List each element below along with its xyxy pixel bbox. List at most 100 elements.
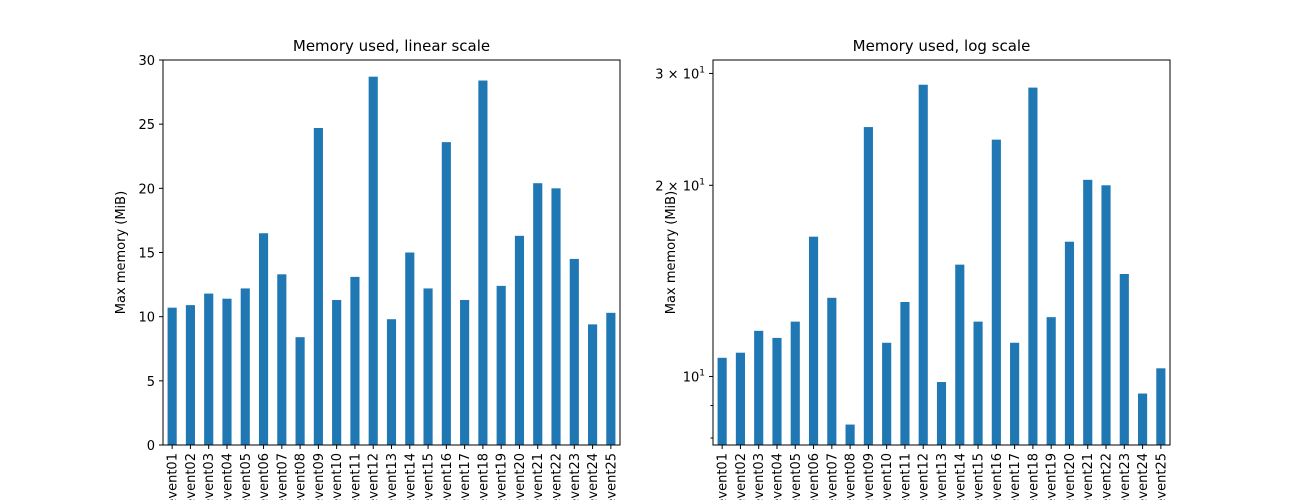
linear-bar-event09 bbox=[313, 128, 323, 445]
linear-bar-event24 bbox=[588, 324, 598, 445]
linear-x-tick-label-event14: event14 bbox=[403, 453, 418, 500]
log-y-tick-label: 101 bbox=[683, 368, 705, 385]
linear-bar-event17 bbox=[460, 299, 470, 445]
log-x-tick-label-event01: event01 bbox=[716, 453, 731, 500]
log-x-tick-label-event03: event03 bbox=[752, 453, 767, 500]
linear-x-tick-label-event13: event13 bbox=[385, 453, 400, 500]
log-x-tick-label-event09: event09 bbox=[862, 453, 877, 500]
log-x-tick-label-event20: event20 bbox=[1063, 453, 1078, 500]
log-bar-event17 bbox=[1010, 342, 1020, 445]
log-x-tick-label-event21: event21 bbox=[1081, 453, 1096, 500]
log-x-tick-label-event05: event05 bbox=[789, 453, 804, 500]
linear-bar-event06 bbox=[258, 233, 269, 445]
linear-bar-event20 bbox=[514, 235, 525, 445]
linear-bar-event19 bbox=[496, 285, 506, 445]
linear-y-tick-label: 15 bbox=[138, 247, 155, 262]
linear-bar-event12 bbox=[368, 76, 378, 446]
linear-x-tick-label-event02: event02 bbox=[184, 453, 199, 500]
log-bar-event14 bbox=[955, 264, 965, 445]
log-bar-event05 bbox=[790, 321, 800, 445]
log-bar-event20 bbox=[1064, 241, 1075, 445]
linear-bar-event16 bbox=[441, 142, 451, 445]
log-bar-event21 bbox=[1083, 179, 1093, 445]
linear-bar-event13 bbox=[386, 319, 397, 445]
linear-x-tick-label-event23: event23 bbox=[568, 453, 583, 500]
log-bar-event07 bbox=[827, 297, 837, 445]
linear-x-tick-label-event03: event03 bbox=[202, 453, 217, 500]
linear-x-tick-label-event16: event16 bbox=[440, 453, 455, 500]
linear-x-tick-label-event18: event18 bbox=[476, 453, 491, 500]
linear-x-tick-label-event15: event15 bbox=[422, 453, 437, 500]
log-bar-event13 bbox=[936, 382, 947, 445]
linear-bar-event10 bbox=[332, 299, 342, 445]
log-bar-event10 bbox=[882, 342, 892, 445]
linear-bar-event08 bbox=[295, 337, 305, 445]
log-scale-panel: Memory used, log scale Max memory (MiB) 10… bbox=[655, 37, 1171, 500]
linear-bar-event05 bbox=[240, 288, 250, 445]
linear-x-tick-label-event11: event11 bbox=[348, 453, 363, 500]
linear-bar-event18 bbox=[478, 80, 488, 445]
log-x-tick-label-event14: event14 bbox=[953, 453, 968, 500]
log-x-tick-label-event17: event17 bbox=[1008, 453, 1023, 500]
log-bars bbox=[717, 84, 1166, 446]
linear-y-tick-label: 30 bbox=[138, 54, 155, 69]
log-bar-event22 bbox=[1101, 185, 1111, 446]
linear-x-tick-label-event17: event17 bbox=[458, 453, 473, 500]
log-bar-event23 bbox=[1119, 273, 1129, 445]
linear-x-tick-label-event09: event09 bbox=[312, 453, 327, 500]
linear-x-tick-label-event12: event12 bbox=[367, 453, 382, 500]
log-bar-event06 bbox=[808, 236, 819, 445]
linear-bar-event23 bbox=[569, 258, 579, 445]
log-bar-event09 bbox=[863, 127, 873, 445]
linear-x-tick-label-event08: event08 bbox=[294, 453, 309, 500]
log-y-tick-label: 3 × 101 bbox=[655, 65, 705, 82]
linear-scale-panel: Memory used, linear scale Max memory (MiB… bbox=[114, 37, 621, 500]
linear-x-tick-label-event05: event05 bbox=[239, 453, 254, 500]
log-bar-event15 bbox=[973, 321, 983, 445]
log-x-tick-label-event24: event24 bbox=[1136, 453, 1151, 500]
linear-y-tick-label: 5 bbox=[147, 375, 155, 390]
log-x-tick-label-event07: event07 bbox=[825, 453, 840, 500]
linear-y-tick-label: 20 bbox=[138, 182, 155, 197]
log-x-tick-label-event10: event10 bbox=[880, 453, 895, 500]
linear-bar-event25 bbox=[606, 312, 616, 445]
log-x-tick-label-event16: event16 bbox=[990, 453, 1005, 500]
linear-bar-event01 bbox=[167, 307, 177, 445]
linear-bar-event07 bbox=[277, 274, 287, 445]
log-x-ticks: event01 event02 event03 event04 event05 event… bbox=[716, 445, 1169, 500]
linear-x-tick-label-event10: event10 bbox=[330, 453, 345, 500]
log-x-tick-label-event12: event12 bbox=[917, 453, 932, 500]
linear-bars bbox=[167, 76, 616, 446]
log-x-tick-label-event11: event11 bbox=[898, 453, 913, 500]
log-bar-event02 bbox=[735, 352, 745, 445]
linear-x-tick-label-event06: event06 bbox=[257, 453, 272, 500]
log-chart-title: Memory used, log scale bbox=[853, 37, 1031, 55]
linear-y-ticks: 0 5 10 15 20 25 30 bbox=[138, 54, 163, 454]
linear-y-tick-label: 0 bbox=[147, 439, 155, 454]
log-bar-event16 bbox=[991, 139, 1001, 445]
log-x-tick-label-event04: event04 bbox=[770, 453, 785, 500]
linear-chart-title: Memory used, linear scale bbox=[293, 37, 490, 55]
log-bar-event04 bbox=[772, 337, 782, 445]
linear-y-tick-label: 10 bbox=[138, 311, 155, 326]
linear-x-tick-label-event24: event24 bbox=[586, 453, 601, 500]
log-x-tick-label-event08: event08 bbox=[844, 453, 859, 500]
linear-x-tick-label-event07: event07 bbox=[275, 453, 290, 500]
log-x-tick-label-event18: event18 bbox=[1026, 453, 1041, 500]
log-x-tick-label-event19: event19 bbox=[1045, 453, 1060, 500]
log-y-axis-label: Max memory (MiB) bbox=[664, 191, 679, 314]
log-bar-event18 bbox=[1028, 87, 1038, 445]
linear-bar-event22 bbox=[551, 188, 561, 445]
log-y-tick-label: 2 × 101 bbox=[655, 177, 705, 194]
linear-y-axis-label: Max memory (MiB) bbox=[114, 191, 129, 314]
log-bar-event24 bbox=[1138, 393, 1148, 445]
linear-bar-event11 bbox=[350, 276, 360, 445]
log-x-tick-label-event23: event23 bbox=[1118, 453, 1133, 500]
log-x-tick-label-event22: event22 bbox=[1100, 453, 1115, 500]
log-bar-event08 bbox=[845, 424, 855, 445]
linear-bar-event14 bbox=[405, 252, 415, 445]
linear-x-tick-label-event20: event20 bbox=[513, 453, 528, 500]
log-x-tick-label-event02: event02 bbox=[734, 453, 749, 500]
log-bar-event11 bbox=[900, 301, 910, 445]
